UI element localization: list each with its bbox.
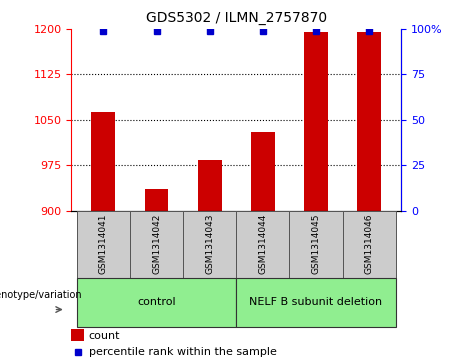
Bar xyxy=(357,32,381,211)
Text: genotype/variation: genotype/variation xyxy=(0,290,82,300)
Text: GSM1314043: GSM1314043 xyxy=(205,214,214,274)
Bar xyxy=(198,160,222,211)
Bar xyxy=(130,211,183,278)
Text: GSM1314045: GSM1314045 xyxy=(312,214,320,274)
Text: GSM1314041: GSM1314041 xyxy=(99,214,108,274)
Text: control: control xyxy=(137,297,176,307)
Title: GDS5302 / ILMN_2757870: GDS5302 / ILMN_2757870 xyxy=(146,11,327,25)
Text: GSM1314042: GSM1314042 xyxy=(152,214,161,274)
Bar xyxy=(71,329,84,341)
Bar xyxy=(251,132,275,211)
Bar xyxy=(236,211,290,278)
Bar xyxy=(145,189,168,211)
Bar xyxy=(183,211,236,278)
Bar xyxy=(77,211,130,278)
Text: NELF B subunit deletion: NELF B subunit deletion xyxy=(249,297,383,307)
Bar xyxy=(91,112,115,211)
Text: GSM1314046: GSM1314046 xyxy=(365,214,374,274)
Bar xyxy=(77,278,236,327)
Bar xyxy=(290,211,343,278)
Text: GSM1314044: GSM1314044 xyxy=(258,214,267,274)
Text: percentile rank within the sample: percentile rank within the sample xyxy=(89,347,277,357)
Text: count: count xyxy=(89,331,120,340)
Bar xyxy=(343,211,396,278)
Bar xyxy=(304,32,328,211)
Bar xyxy=(236,278,396,327)
